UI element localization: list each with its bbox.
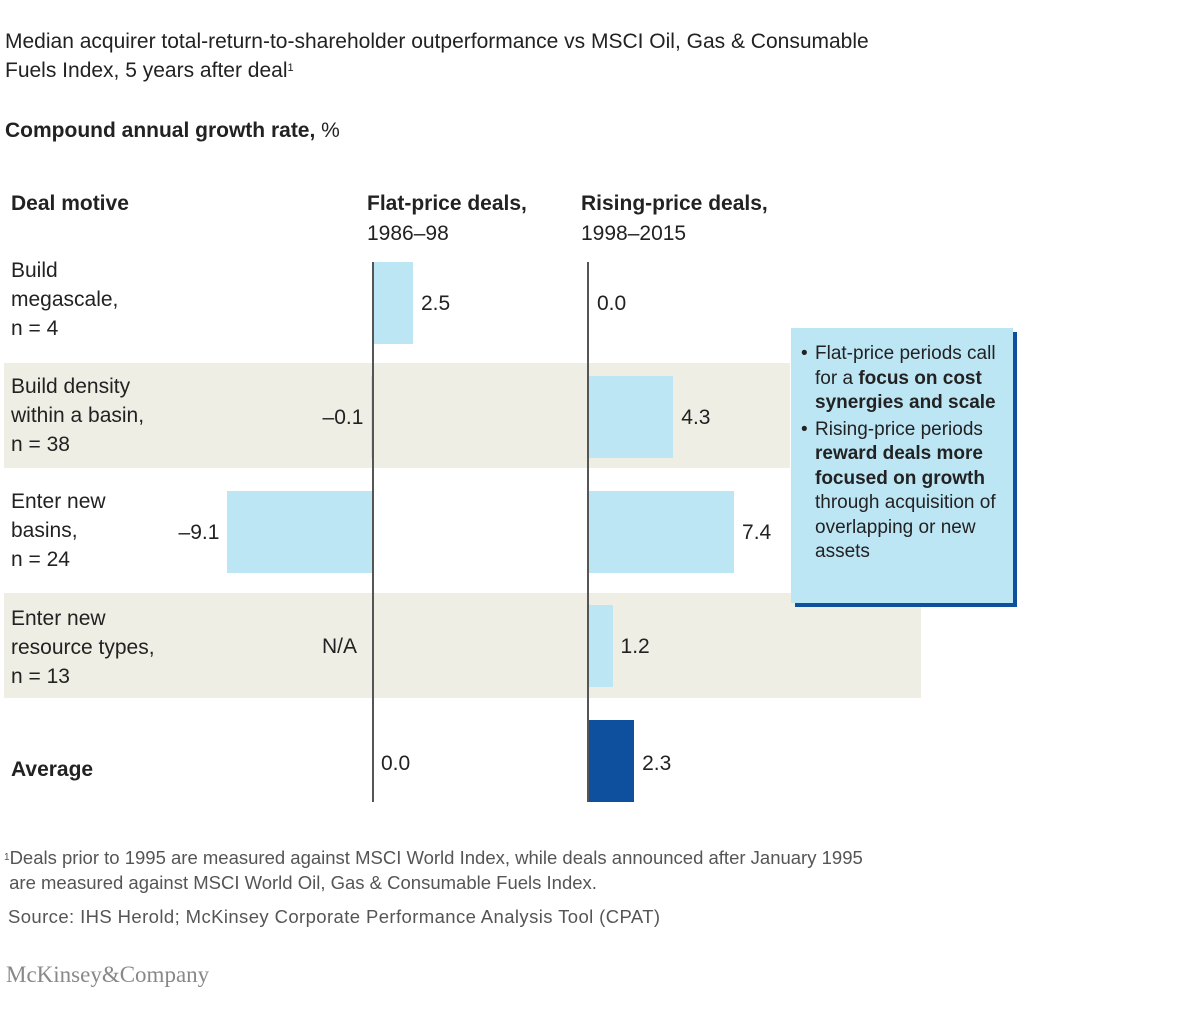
callout-item: Flat-price periods call for a focus on c… bbox=[801, 342, 1005, 416]
category-label-line: n = 4 bbox=[11, 317, 59, 340]
bar bbox=[589, 491, 735, 573]
category-label-line: n = 24 bbox=[11, 548, 70, 571]
bar bbox=[373, 262, 413, 344]
bar bbox=[589, 605, 613, 687]
flat-axis-line bbox=[372, 262, 374, 802]
category-label-line: basins, bbox=[11, 519, 78, 542]
data-label: N/A bbox=[321, 635, 357, 658]
category-label-line: Enter new bbox=[11, 490, 106, 513]
data-label: 2.5 bbox=[421, 292, 451, 315]
rising-axis-line bbox=[587, 262, 589, 802]
category-label-line: megascale, bbox=[11, 288, 119, 311]
callout-item: Rising-price periods reward deals more f… bbox=[801, 418, 1005, 565]
category-label: Average bbox=[11, 755, 93, 784]
category-label: Build density within a basin, n = 38 bbox=[11, 372, 144, 459]
data-label: –9.1 bbox=[178, 521, 220, 544]
row-band bbox=[4, 593, 921, 698]
category-label-line: Build density bbox=[11, 375, 131, 398]
data-label: 2.3 bbox=[642, 752, 672, 775]
category-label: Enter new resource types, n = 13 bbox=[11, 604, 155, 691]
source-note: Source: IHS Herold; McKinsey Corporate P… bbox=[8, 906, 661, 927]
data-label: 1.2 bbox=[620, 635, 650, 658]
data-label: 7.4 bbox=[742, 521, 772, 544]
data-label: 4.3 bbox=[681, 406, 711, 429]
mckinsey-logo: McKinsey&Company bbox=[6, 962, 210, 987]
chart-title: Median acquirer total-return-to-sharehol… bbox=[5, 30, 869, 82]
data-label: 0.0 bbox=[597, 292, 627, 315]
bar bbox=[589, 376, 674, 458]
category-label-line: Enter new bbox=[11, 607, 106, 630]
category-label-line: n = 38 bbox=[11, 433, 70, 456]
category-label-line: Average bbox=[11, 758, 94, 781]
category-label: Enter new basins, n = 24 bbox=[11, 487, 106, 574]
chart-subtitle: Compound annual growth rate, % bbox=[5, 119, 340, 142]
category-label-line: within a basin, bbox=[11, 404, 145, 427]
flat-series-header: Flat-price deals, 1986–98 bbox=[367, 192, 527, 245]
category-label: Build megascale, n = 4 bbox=[11, 256, 118, 343]
category-label-line: n = 13 bbox=[11, 665, 70, 688]
bar bbox=[589, 720, 635, 802]
insight-callout: Flat-price periods call for a focus on c… bbox=[791, 328, 1013, 603]
bar bbox=[227, 491, 373, 573]
category-label-line: Build bbox=[11, 259, 58, 282]
data-label: –0.1 bbox=[322, 406, 364, 429]
data-label: 0.0 bbox=[381, 752, 411, 775]
footnote: 1Deals prior to 1995 are measured agains… bbox=[4, 847, 863, 893]
rising-series-header: Rising-price deals, 1998–2015 bbox=[581, 192, 768, 245]
deal-motive-header: Deal motive bbox=[11, 192, 129, 215]
category-label-line: resource types, bbox=[11, 636, 155, 659]
